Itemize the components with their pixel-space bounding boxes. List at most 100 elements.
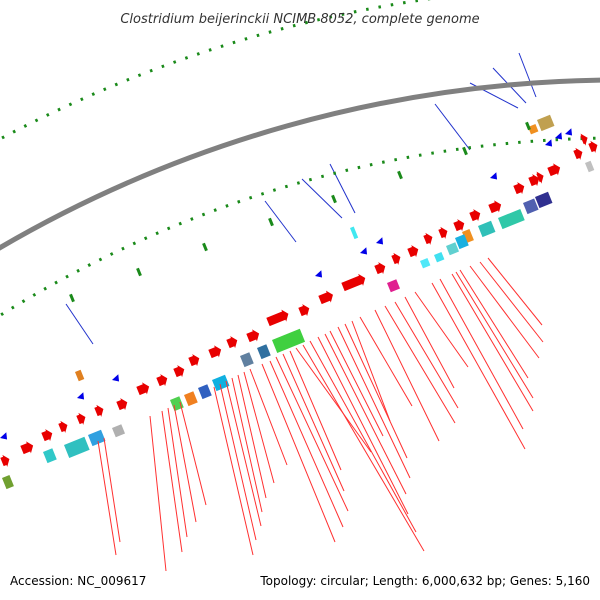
callout-line	[479, 261, 544, 343]
callout-line	[434, 103, 471, 151]
callout-line	[469, 265, 540, 359]
callout-line	[487, 257, 543, 326]
feature-box	[585, 160, 595, 173]
callout-line	[97, 440, 117, 556]
callout-line	[359, 316, 413, 407]
forward-gene-arrow	[156, 374, 168, 387]
callout-line	[243, 371, 275, 484]
callout-line	[384, 305, 456, 424]
feature-box	[527, 124, 539, 135]
forward-gene-arrow	[588, 140, 598, 153]
scale-tick	[268, 217, 274, 227]
callout-line	[161, 410, 183, 553]
callout-line	[282, 353, 345, 492]
feature-box	[240, 352, 254, 368]
callout-line	[455, 271, 534, 399]
feature-box	[64, 436, 90, 458]
feature-box	[434, 252, 445, 263]
callout-line	[374, 309, 440, 442]
scale-tick	[69, 293, 75, 303]
callout-line	[295, 347, 372, 453]
forward-gene-arrow	[573, 147, 583, 160]
forward-gene-arrow	[318, 290, 333, 305]
forward-gene-arrow	[513, 182, 525, 195]
feature-box	[498, 209, 525, 230]
callout-line	[414, 291, 469, 368]
feature-box	[523, 198, 539, 215]
callout-line	[225, 380, 262, 527]
forward-gene-arrow	[453, 219, 465, 232]
reverse-gene-marker	[555, 132, 563, 140]
forward-gene-arrow	[116, 398, 128, 411]
callout-line	[219, 383, 257, 541]
forward-gene-arrow	[488, 200, 502, 214]
feature-box	[455, 234, 469, 250]
callout-line	[439, 278, 524, 430]
forward-gene-arrow	[188, 354, 200, 367]
feature-box	[257, 344, 271, 360]
forward-gene-arrow	[58, 420, 68, 433]
callout-line	[264, 200, 297, 243]
forward-gene-arrow	[0, 454, 10, 467]
scale-tick	[397, 170, 403, 180]
feature-box	[446, 242, 460, 256]
inner-scale-ring	[0, 136, 600, 318]
callout-line	[213, 386, 254, 556]
feature-box	[112, 424, 126, 438]
scale-tick	[462, 146, 468, 156]
callout-line	[289, 350, 342, 471]
feature-box	[535, 191, 553, 209]
feature-box	[420, 258, 431, 269]
map-title: Clostridium beijerinckii NCIMB 8052, com…	[120, 12, 479, 27]
callout-line	[431, 282, 526, 450]
callout-line	[249, 368, 288, 466]
callout-line	[309, 340, 417, 533]
feature-box	[88, 429, 106, 447]
forward-gene-arrow	[136, 382, 150, 396]
forward-gene-arrow	[407, 245, 419, 258]
callout-line	[103, 437, 121, 543]
callout-line	[344, 323, 408, 459]
feature-box	[184, 391, 198, 407]
callout-line	[329, 163, 356, 214]
reverse-gene-marker	[315, 270, 323, 278]
scale-tick	[136, 267, 142, 277]
reverse-gene-marker	[360, 247, 368, 255]
feature-box	[212, 374, 230, 392]
callout-line	[231, 377, 263, 513]
feature-box	[536, 114, 555, 132]
forward-gene-arrow	[391, 252, 401, 265]
callout-line	[149, 415, 167, 572]
feature-box	[387, 279, 401, 293]
callout-line	[337, 326, 411, 479]
forward-gene-arrow	[266, 309, 289, 327]
forward-gene-arrow	[374, 262, 386, 275]
callout-line	[459, 269, 529, 379]
feature-box	[2, 475, 14, 490]
feature-box	[272, 328, 306, 353]
scale-tick	[202, 242, 208, 252]
genome-summary-text: Topology: circular; Length: 6,000,632 bp…	[259, 574, 590, 588]
feature-box	[42, 448, 57, 464]
forward-gene-arrow	[580, 133, 588, 146]
forward-gene-arrow	[226, 336, 238, 349]
feature-box	[349, 226, 359, 240]
callout-line	[329, 330, 384, 437]
callout-line	[301, 178, 343, 219]
reverse-gene-marker	[376, 237, 384, 245]
callout-line	[65, 303, 94, 345]
forward-gene-arrow	[423, 232, 433, 245]
forward-gene-arrow	[536, 171, 544, 184]
forward-gene-arrow	[41, 429, 53, 442]
feature-box	[170, 396, 184, 412]
genome-backbone	[0, 77, 600, 251]
feature-box	[74, 369, 85, 382]
callout-line	[275, 356, 349, 512]
callout-line	[173, 404, 197, 523]
callout-line	[317, 336, 409, 515]
feature-box	[198, 384, 212, 400]
forward-gene-arrow	[173, 365, 185, 378]
callout-line	[179, 401, 207, 506]
forward-gene-arrow	[246, 329, 260, 343]
accession-text: Accession: NC_009617	[10, 574, 146, 588]
